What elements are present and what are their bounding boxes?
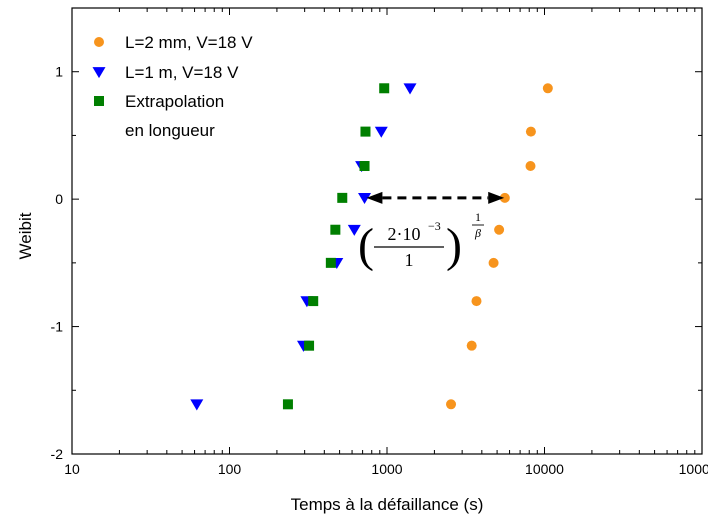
formula-right-paren: ): [446, 219, 462, 272]
data-point: [403, 83, 417, 95]
legend-label-line: en longueur: [125, 121, 215, 140]
data-point: [358, 192, 372, 205]
x-tick-label: 10000: [525, 461, 564, 477]
data-point: [190, 399, 204, 411]
annotation: () 2·10 −3 1 1 β: [358, 191, 505, 272]
axes: 10 100 1000 10000 100000 -2 -1 0 1: [51, 7, 708, 477]
legend-marker: [94, 37, 104, 47]
x-axis-title: Temps à la défaillance (s): [291, 495, 484, 514]
series-3: [282, 83, 390, 410]
x-tick-label: 100: [218, 461, 242, 477]
y-tick-label: -2: [51, 446, 64, 462]
data-point: [374, 126, 388, 138]
data-point: [337, 192, 348, 203]
data-point: [542, 83, 553, 94]
data-series: [190, 83, 553, 411]
data-point: [359, 161, 370, 172]
x-tick-label: 10: [64, 461, 80, 477]
data-point: [347, 224, 361, 236]
legend-marker: [92, 67, 106, 79]
data-point: [446, 399, 457, 410]
data-point: [471, 296, 482, 307]
x-tick-label: 100000: [679, 461, 708, 477]
legend-item-2: L=1 m, V=18 V: [92, 63, 239, 82]
y-tick-label: 1: [55, 64, 63, 80]
series-1: [446, 83, 553, 410]
y-tick-label: -1: [51, 319, 64, 335]
data-point: [525, 126, 536, 137]
data-point: [282, 399, 293, 410]
data-point: [488, 257, 499, 268]
legend-label: L=1 m, V=18 V: [125, 63, 239, 82]
data-point: [308, 296, 319, 307]
formula-exponent: −3: [428, 219, 441, 233]
legend-marker: [94, 96, 104, 106]
formula-numerator: 2·10: [388, 224, 421, 244]
arrow-head-right: [488, 191, 505, 204]
legend: L=2 mm, V=18 V L=1 m, V=18 V Extrapolation…: [92, 33, 253, 140]
y-tick-label: 0: [55, 191, 63, 207]
data-point: [379, 83, 390, 94]
data-point: [499, 192, 510, 203]
data-point: [466, 340, 477, 351]
legend-label: L=2 mm, V=18 V: [125, 33, 253, 52]
legend-item-1: L=2 mm, V=18 V: [94, 33, 253, 52]
formula-denominator: 1: [405, 250, 414, 270]
arrow-head-left: [366, 191, 383, 204]
data-point: [325, 257, 336, 268]
data-point: [304, 340, 315, 351]
formula-power-denominator: β: [474, 226, 481, 240]
formula-left-paren: (: [358, 219, 374, 272]
legend-label-line: Extrapolation: [125, 92, 224, 111]
formula-power-numerator: 1: [475, 210, 481, 224]
formula: () 2·10 −3 1 1 β: [358, 210, 484, 272]
legend-item-3: Extrapolation en longueur: [94, 92, 224, 140]
data-point: [525, 161, 536, 172]
x-tick-label: 1000: [371, 461, 402, 477]
y-axis-title: Weibit: [16, 212, 35, 259]
data-point: [494, 224, 505, 235]
data-point: [330, 224, 341, 235]
data-point: [360, 126, 371, 137]
